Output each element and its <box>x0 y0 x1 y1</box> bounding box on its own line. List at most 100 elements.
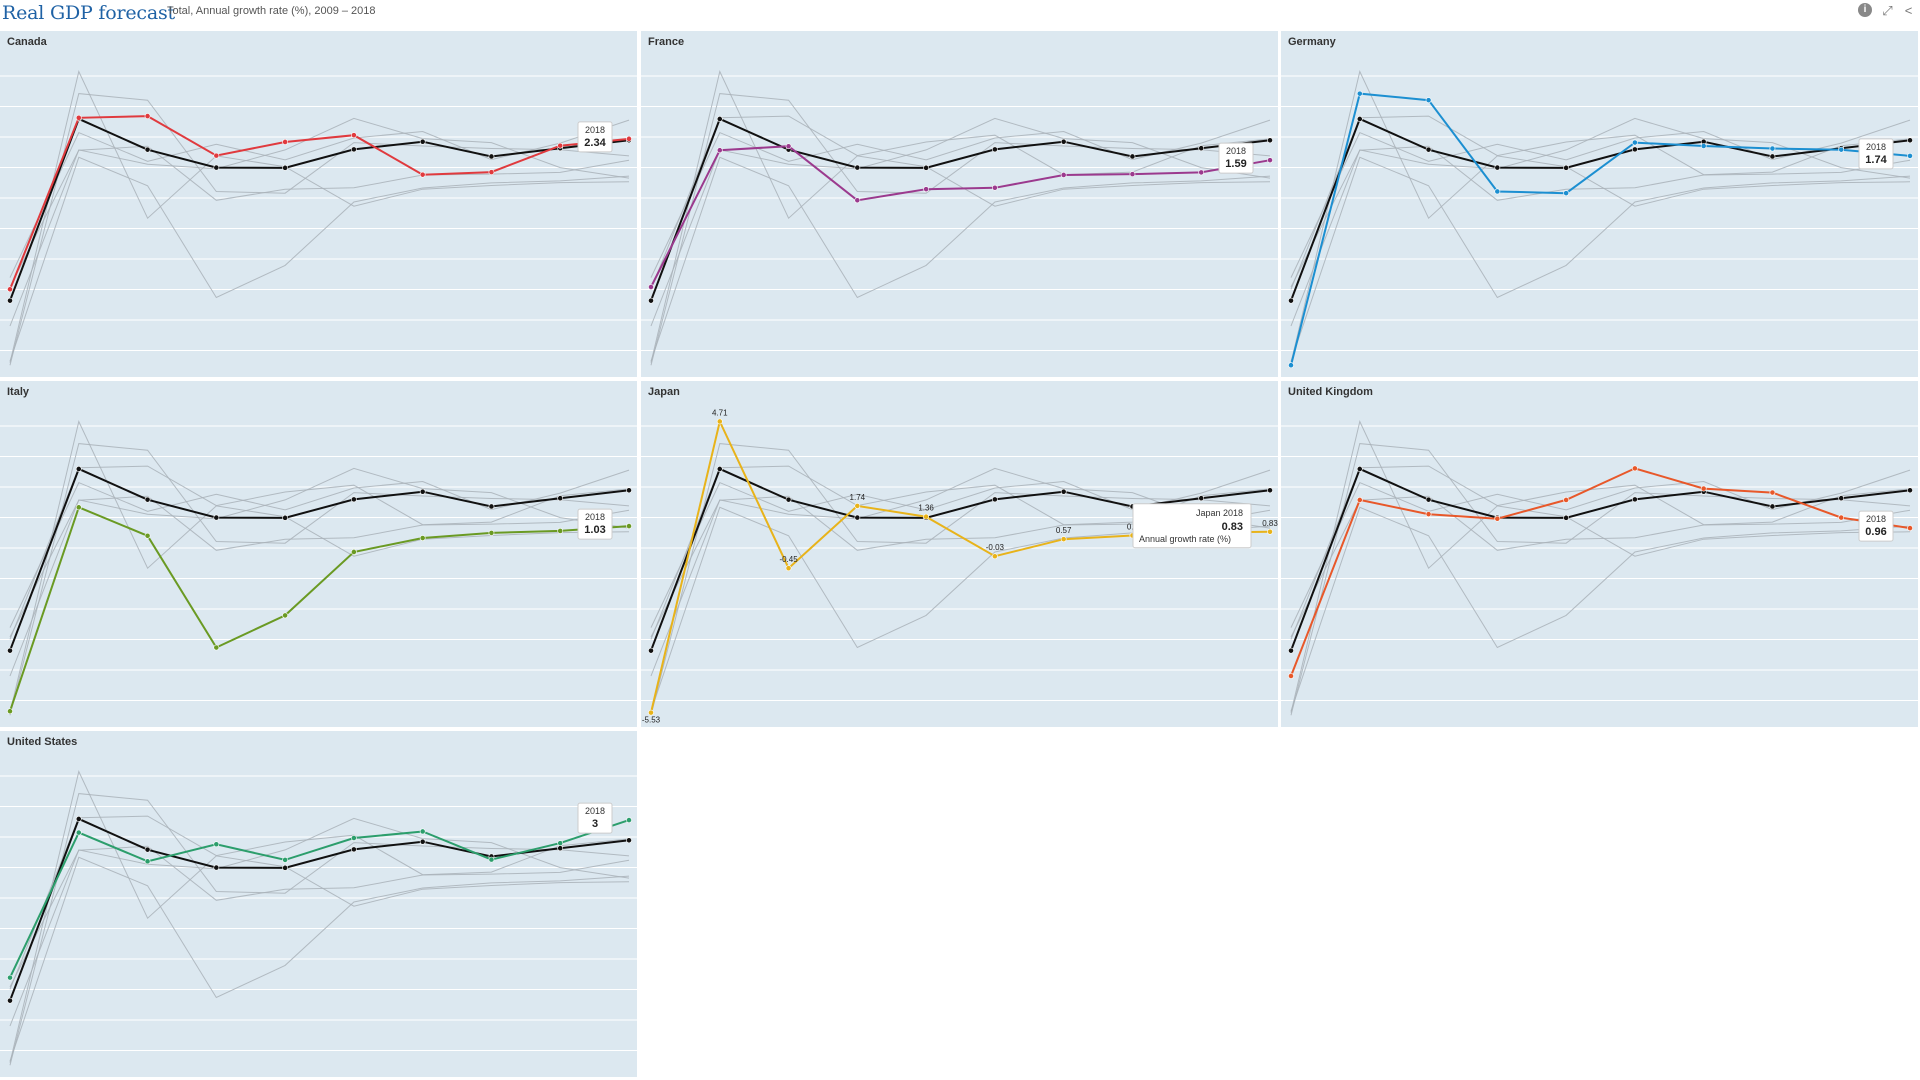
reference-point[interactable] <box>1356 466 1363 472</box>
data-point[interactable] <box>1267 157 1273 164</box>
data-point[interactable] <box>1060 536 1067 543</box>
data-point[interactable] <box>1060 172 1067 178</box>
reference-point[interactable] <box>1425 496 1432 503</box>
data-point[interactable] <box>557 528 564 534</box>
reference-point[interactable] <box>785 496 792 503</box>
reference-point[interactable] <box>7 997 13 1004</box>
reference-point[interactable] <box>350 496 357 503</box>
reference-point[interactable] <box>7 297 13 304</box>
reference-point[interactable] <box>1198 145 1205 152</box>
data-point[interactable] <box>648 284 654 290</box>
data-point[interactable] <box>350 549 357 555</box>
reference-point[interactable] <box>1494 164 1501 171</box>
reference-point[interactable] <box>350 146 357 153</box>
data-point[interactable] <box>1494 515 1501 522</box>
reference-point[interactable] <box>1631 496 1638 503</box>
reference-point[interactable] <box>488 153 495 160</box>
reference-point[interactable] <box>144 146 151 153</box>
reference-point[interactable] <box>213 514 220 521</box>
reference-point[interactable] <box>1907 137 1913 144</box>
data-point[interactable] <box>1129 171 1136 178</box>
reference-point[interactable] <box>419 138 426 145</box>
reference-point[interactable] <box>648 297 654 304</box>
reference-point[interactable] <box>75 816 82 822</box>
data-point[interactable] <box>1356 497 1363 503</box>
data-point[interactable] <box>1356 90 1363 97</box>
data-point[interactable] <box>350 835 357 841</box>
data-point[interactable] <box>1838 514 1845 521</box>
data-point[interactable] <box>626 523 632 530</box>
data-point[interactable] <box>1631 139 1638 146</box>
data-point[interactable] <box>213 152 220 159</box>
data-point[interactable] <box>282 856 289 863</box>
data-point[interactable] <box>419 171 426 178</box>
reference-point[interactable] <box>1129 153 1136 160</box>
reference-point[interactable] <box>75 466 82 472</box>
data-point[interactable] <box>419 535 426 541</box>
reference-point[interactable] <box>7 647 13 654</box>
reference-point[interactable] <box>626 837 632 844</box>
data-point[interactable] <box>282 612 289 619</box>
reference-point[interactable] <box>1288 647 1294 654</box>
data-point[interactable] <box>1907 153 1913 159</box>
reference-point[interactable] <box>282 514 289 521</box>
reference-point[interactable] <box>626 487 632 494</box>
reference-point[interactable] <box>854 514 861 521</box>
data-point[interactable] <box>923 513 930 520</box>
data-point[interactable] <box>75 504 82 511</box>
reference-point[interactable] <box>1631 146 1638 153</box>
reference-point[interactable] <box>716 116 723 122</box>
reference-point[interactable] <box>1060 138 1067 145</box>
reference-point[interactable] <box>1267 137 1273 144</box>
reference-point[interactable] <box>1356 116 1363 122</box>
data-point[interactable] <box>557 840 564 847</box>
data-point[interactable] <box>785 143 792 150</box>
reference-point[interactable] <box>419 488 426 495</box>
fullscreen-icon[interactable]: ⤢ <box>1882 3 1893 18</box>
reference-point[interactable] <box>1563 514 1570 521</box>
data-point[interactable] <box>648 709 654 716</box>
data-point[interactable] <box>7 708 13 715</box>
reference-point[interactable] <box>350 846 357 853</box>
data-point[interactable] <box>282 139 289 145</box>
reference-point[interactable] <box>1198 495 1205 502</box>
data-point[interactable] <box>854 503 861 509</box>
data-point[interactable] <box>716 147 723 154</box>
data-point[interactable] <box>626 817 632 823</box>
data-point[interactable] <box>1425 97 1432 104</box>
data-point[interactable] <box>213 841 220 848</box>
reference-point[interactable] <box>648 647 654 654</box>
reference-point[interactable] <box>991 146 998 153</box>
reference-point[interactable] <box>213 164 220 171</box>
reference-point[interactable] <box>1769 153 1776 160</box>
reference-point[interactable] <box>991 496 998 503</box>
data-point[interactable] <box>213 644 220 651</box>
reference-point[interactable] <box>1288 297 1294 304</box>
reference-point[interactable] <box>1838 495 1845 502</box>
reference-point[interactable] <box>1563 164 1570 171</box>
reference-point[interactable] <box>144 496 151 503</box>
data-point[interactable] <box>1563 497 1570 503</box>
reference-point[interactable] <box>1907 487 1913 494</box>
data-point[interactable] <box>488 856 495 863</box>
reference-point[interactable] <box>557 495 564 502</box>
data-point[interactable] <box>1700 143 1707 149</box>
data-point[interactable] <box>557 142 564 149</box>
data-point[interactable] <box>716 418 723 425</box>
data-point[interactable] <box>1631 465 1638 472</box>
reference-point[interactable] <box>557 845 564 852</box>
data-point[interactable] <box>1425 511 1432 518</box>
data-point[interactable] <box>144 532 151 539</box>
data-point[interactable] <box>923 186 930 193</box>
data-point[interactable] <box>488 530 495 536</box>
data-point[interactable] <box>854 197 861 204</box>
data-point[interactable] <box>1907 525 1913 531</box>
data-point[interactable] <box>419 828 426 835</box>
data-point[interactable] <box>1563 190 1570 197</box>
data-point[interactable] <box>1838 146 1845 153</box>
reference-point[interactable] <box>282 864 289 871</box>
data-point[interactable] <box>1769 145 1776 152</box>
data-point[interactable] <box>1198 169 1205 176</box>
data-point[interactable] <box>1288 362 1294 369</box>
data-point[interactable] <box>7 974 13 981</box>
